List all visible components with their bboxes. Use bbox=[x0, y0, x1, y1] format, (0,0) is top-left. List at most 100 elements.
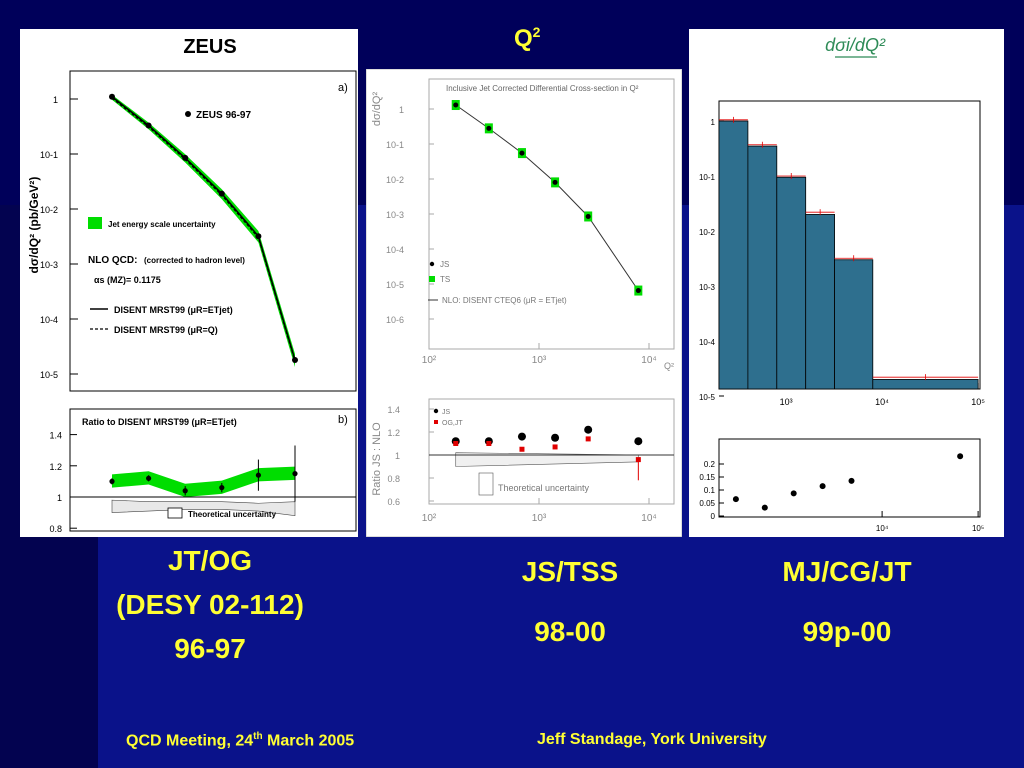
js-y-tick-label: 10-4 bbox=[386, 245, 404, 255]
js-x-tick-label: 10² bbox=[422, 355, 437, 366]
js-data-points bbox=[451, 100, 643, 296]
footer-meeting-sup: th bbox=[253, 731, 263, 742]
zeus-y-tick-label: 1 bbox=[53, 95, 58, 105]
mj-title: dσi/dQ² bbox=[825, 35, 886, 55]
js-ratio-y-tick-label: 1.2 bbox=[387, 428, 400, 438]
js-legend-nlo: NLO: DISENT CTEQ6 (μR = ETjet) bbox=[442, 296, 567, 305]
zeus-legend-nlo-title: NLO QCD: bbox=[88, 255, 137, 266]
zeus-ratio-point bbox=[219, 485, 225, 491]
js-ratio-legend-og: OG,JT bbox=[442, 420, 463, 427]
zeus-ratio-theory-band bbox=[111, 499, 296, 517]
zeus-panel-label-a: a) bbox=[338, 82, 348, 94]
mj-ratio-point bbox=[957, 453, 964, 460]
js-y-tick-label: 10-5 bbox=[386, 280, 404, 290]
mj-x-tick-label: 10⁴ bbox=[875, 397, 889, 407]
zeus-frame-b bbox=[69, 408, 357, 532]
js-data-point bbox=[585, 213, 591, 219]
zeus-y-tick-label: 10-3 bbox=[40, 260, 58, 270]
footer-meeting-post: March 2005 bbox=[262, 732, 355, 750]
js-ratio-js-point bbox=[517, 432, 526, 441]
zeus-ratio-points bbox=[109, 445, 298, 502]
mj-figure: dσi/dQ² 110-110-210-310-410-5 10³ 10⁴ 10⁵ … bbox=[699, 35, 985, 533]
js-x-tick-label: 10⁴ bbox=[641, 355, 656, 366]
zeus-legend-band: Jet energy scale uncertainty bbox=[108, 220, 216, 229]
js-ratio-x-tick-label: 10⁴ bbox=[641, 513, 656, 524]
mj-ratio-point bbox=[819, 483, 826, 490]
caption-mjcgjt: MJ/CG/JT 99p-00 bbox=[737, 556, 957, 648]
js-y-tick-label: 1 bbox=[399, 105, 404, 115]
zeus-data-point bbox=[109, 93, 115, 100]
js-ratio-x-ticks: 10² 10³ 10⁴ bbox=[422, 498, 657, 524]
mj-ratio-x-tick-label: 10⁴ bbox=[876, 524, 889, 533]
mj-y-tick-label: 10-2 bbox=[699, 228, 716, 237]
mj-ratio-point bbox=[761, 504, 768, 511]
mj-x-tick-label: 10³ bbox=[780, 397, 793, 407]
js-ratio-legend-js: JS bbox=[442, 409, 451, 416]
js-xlabel: Q² bbox=[664, 361, 674, 371]
zeus-data-point bbox=[218, 190, 225, 197]
js-ratio-og-point bbox=[486, 441, 492, 446]
mj-y-tick-label: 10-1 bbox=[699, 173, 716, 182]
js-ratio-y-tick-label: 0.8 bbox=[387, 474, 400, 484]
mj-ratio-y-tick-label: 0.1 bbox=[704, 486, 716, 495]
js-frame-bottom bbox=[428, 398, 675, 505]
js-ratio-og-point bbox=[453, 441, 459, 446]
js-ratio-x-tick-label: 10² bbox=[422, 513, 437, 524]
zeus-legend-nlo-note: (corrected to hadron level) bbox=[144, 256, 245, 265]
caption-jstss: JS/TSS 98-00 bbox=[470, 556, 670, 648]
js-legend-ts-marker bbox=[429, 276, 435, 282]
js-data-point bbox=[453, 102, 459, 108]
mj-ratio-x-tick-label: 10⁵ bbox=[972, 524, 984, 533]
caption-jtog-line1: JT/OG bbox=[167, 545, 252, 576]
js-ratio-legend-band: Theoretical uncertainty bbox=[498, 483, 590, 493]
js-legend-js-marker bbox=[429, 261, 435, 267]
js-nlo-curve bbox=[455, 104, 639, 291]
zeus-y-tick-label: 10-2 bbox=[40, 205, 58, 215]
mj-x-tick-label: 10⁵ bbox=[971, 397, 985, 407]
js-y-tick-label: 10-1 bbox=[386, 140, 404, 150]
js-ratio-legend-js-marker bbox=[433, 408, 439, 414]
js-data-point bbox=[486, 125, 492, 131]
js-ylabel: dσ/dQ² bbox=[371, 92, 383, 127]
zeus-figure: ZEUS a) dσ/dQ² (pb/GeV²) 110-110-210-310… bbox=[27, 36, 357, 534]
zeus-panel-label-b: b) bbox=[338, 414, 348, 426]
zeus-data-point bbox=[292, 356, 298, 363]
mj-histogram bbox=[718, 120, 979, 390]
zeus-ratio-point bbox=[292, 471, 298, 477]
js-panel: Inclusive Jet Corrected Differential Cro… bbox=[365, 68, 683, 538]
mj-ratio-y-tick-label: 0.15 bbox=[699, 473, 715, 482]
mj-histogram-bar bbox=[776, 176, 807, 390]
js-data-point bbox=[552, 179, 558, 185]
footer-meeting: QCD Meeting, 24th March 2005 bbox=[126, 731, 354, 750]
zeus-title: ZEUS bbox=[183, 36, 236, 58]
zeus-data-points bbox=[109, 93, 298, 363]
zeus-ratio-y-tick-label: 0.8 bbox=[49, 524, 62, 534]
js-ratio-js-point bbox=[634, 437, 643, 446]
mj-histogram-bar bbox=[834, 259, 874, 390]
js-ratio-og-point bbox=[585, 436, 591, 442]
js-legend-js: JS bbox=[440, 260, 449, 269]
zeus-ylabel: dσ/dQ² (pb/GeV²) bbox=[27, 177, 41, 274]
zeus-legend-marker bbox=[185, 111, 191, 117]
caption-mjcgjt-line1: MJ/CG/JT bbox=[782, 556, 912, 587]
zeus-ratio-y-tick-label: 1.4 bbox=[49, 431, 62, 441]
js-ratio-og-point bbox=[552, 444, 558, 450]
mj-nlo-markers bbox=[719, 116, 979, 381]
js-ratio-points bbox=[451, 425, 643, 481]
zeus-legend-solid: DISENT MRST99 (μR=ETjet) bbox=[114, 305, 233, 315]
js-ratio-legend-swatch bbox=[478, 472, 494, 496]
footer-author: Jeff Standage, York University bbox=[537, 731, 767, 748]
js-ratio-ylabel: Ratio JS : NLO bbox=[371, 422, 383, 496]
caption-jtog-line3: 96-97 bbox=[174, 633, 246, 664]
caption-jstss-line1: JS/TSS bbox=[521, 556, 619, 587]
zeus-nlo-dashed-line bbox=[111, 97, 296, 362]
zeus-frame-a bbox=[69, 70, 357, 392]
zeus-ratio-point bbox=[146, 475, 152, 481]
zeus-ratio-point bbox=[182, 488, 188, 494]
caption-jtog: JT/OG (DESY 02-112) 96-97 bbox=[110, 545, 310, 677]
js-ratio-og-point bbox=[519, 446, 525, 452]
zeus-panel: ZEUS a) dσ/dQ² (pb/GeV²) 1 10-1 10-2 10-3 10… bbox=[20, 29, 358, 537]
mj-ratio-x-ticks: 10⁴ 10⁵ bbox=[876, 511, 984, 533]
zeus-y-tick-label: 10-5 bbox=[40, 370, 58, 380]
slide-title-text: Q bbox=[514, 25, 533, 52]
